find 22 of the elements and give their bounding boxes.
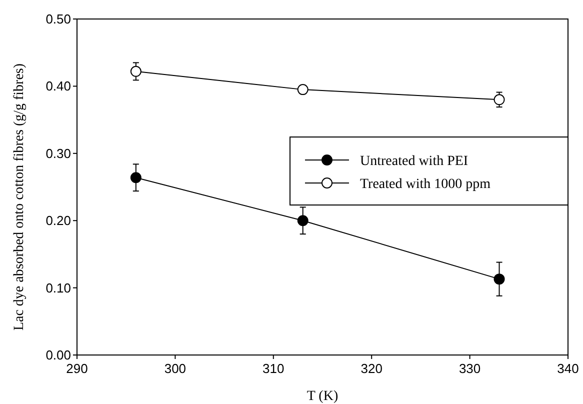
y-tick-label: 0.10 <box>46 280 71 296</box>
point <box>130 172 142 184</box>
point <box>297 215 308 226</box>
point <box>494 274 505 285</box>
legend-label: Untreated with PEI <box>360 154 468 169</box>
x-tick-label: 310 <box>262 361 284 376</box>
x-tick-label: 320 <box>360 361 382 376</box>
x-tick-label: 330 <box>458 361 481 376</box>
point <box>297 84 308 96</box>
y-tick-label: 0.50 <box>46 12 71 26</box>
x-axis-title: T (K) <box>306 389 338 404</box>
y-tick-label: 0.00 <box>46 348 71 362</box>
x-tick-label: 340 <box>557 361 579 376</box>
point <box>494 94 505 106</box>
y-axis-title: Lac dye absorbed onto cotton fibres (g/g fibres) <box>12 63 27 331</box>
x-tick-label: 300 <box>164 361 186 376</box>
y-tick-label: 0.40 <box>46 78 71 94</box>
x-tick-label: 290 <box>66 361 88 376</box>
y-tick-label: 0.20 <box>46 213 71 228</box>
legend-label: Treated with 1000 ppm <box>360 177 491 192</box>
y-tick-label: 0.30 <box>46 146 71 161</box>
point <box>130 66 142 77</box>
